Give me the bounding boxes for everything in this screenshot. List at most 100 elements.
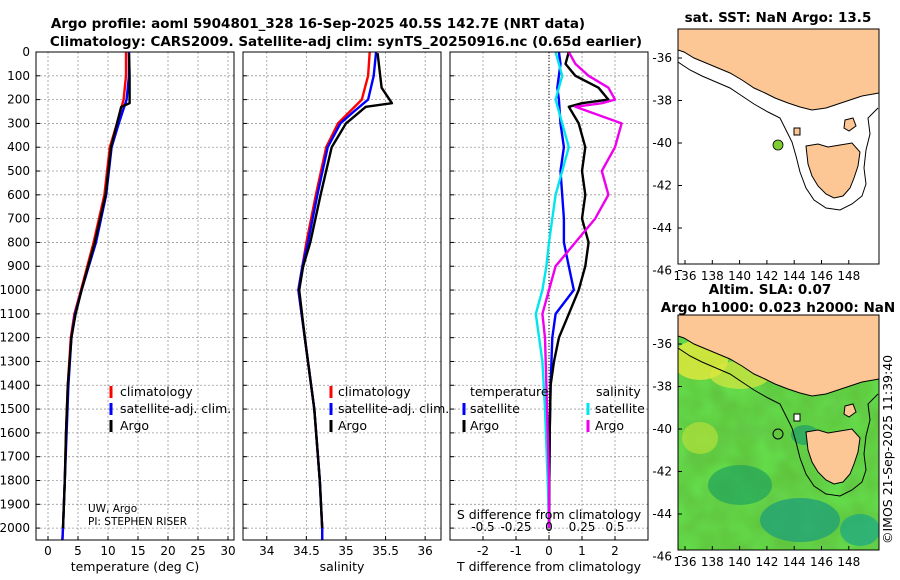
legend-label-satellite: satellite-adj. clim. xyxy=(120,401,231,416)
depth-tick-label: 700 xyxy=(7,212,30,226)
lon-tick-label: 146 xyxy=(810,269,833,283)
flinders-island xyxy=(843,117,857,132)
legend-label-t-argo: Argo xyxy=(470,418,499,433)
lon-tick-label: 144 xyxy=(783,269,806,283)
legend-label-argo: Argo xyxy=(338,418,367,433)
temperature-panel-frame xyxy=(35,51,235,541)
depth-tick-label: 300 xyxy=(7,116,30,130)
legend-label-satellite: satellite-adj. clim. xyxy=(338,401,449,416)
lat-tick-label: -42 xyxy=(652,179,672,193)
depth-tick-label: 1000 xyxy=(0,283,30,297)
x-tick-label: 0 xyxy=(545,544,553,558)
series-line-argo xyxy=(61,53,131,529)
sla-map-ticks: -36 -38 -40 -42 -44 -46 136 138 140 142 144 146 148 xyxy=(652,337,860,569)
mainland-australia xyxy=(678,315,879,397)
x-tick-label: 25 xyxy=(190,544,205,558)
depth-tick-label: 1300 xyxy=(0,354,30,368)
sla-map-frame xyxy=(677,314,880,551)
lat-tick-label: -44 xyxy=(652,221,672,235)
depth-tick-label: 400 xyxy=(7,140,30,154)
s-tick-label: -0.25 xyxy=(500,520,531,534)
depth-tick-label: 2000 xyxy=(0,521,30,535)
credit-line2: PI: STEPHEN RISER xyxy=(88,516,187,528)
lon-tick-label: 136 xyxy=(674,269,697,283)
sla-anomaly-high xyxy=(682,422,718,454)
x-tick-label: 5 xyxy=(74,544,82,558)
credit-line1: UW, Argo xyxy=(88,503,137,515)
difference-profile-panel: -2 -1 0 1 2 -0.5 -0.25 0 0.25 0.5 xyxy=(449,51,649,558)
lon-tick-label: 136 xyxy=(674,555,697,569)
t-difference-xlabel: T difference from climatology xyxy=(456,559,642,574)
lon-tick-label: 146 xyxy=(810,555,833,569)
mainland-australia xyxy=(678,29,879,111)
depth-tick-label: 1600 xyxy=(0,426,30,440)
lon-tick-label: 144 xyxy=(783,555,806,569)
legend-label-t-satellite: satellite xyxy=(470,401,520,416)
salinity-xlabel: salinity xyxy=(320,559,365,574)
lon-tick-label: 142 xyxy=(755,555,778,569)
depth-tick-labels: 0 100 200 300 400 500 600 700 800 900 1000 1100 1200… xyxy=(0,45,30,535)
legend-title-salinity: salinity xyxy=(596,384,641,399)
shelf-contour xyxy=(678,61,879,211)
lon-tick-label: 138 xyxy=(701,269,724,283)
lat-tick-label: -36 xyxy=(652,337,672,351)
sst-map-frame xyxy=(677,28,880,265)
x-tick-label: 30 xyxy=(220,544,235,558)
x-tick-label: 10 xyxy=(100,544,115,558)
legend-label-s-satellite: satellite xyxy=(595,401,645,416)
lat-tick-label: -38 xyxy=(652,94,672,108)
lon-tick-label: 148 xyxy=(837,269,860,283)
temperature-legend: climatology satellite-adj. clim. Argo xyxy=(109,384,231,433)
tasmania xyxy=(805,428,861,485)
flinders-island xyxy=(843,403,857,418)
s-difference-xlabel: S difference from climatology xyxy=(457,507,642,522)
temperature-xlabel: temperature (deg C) xyxy=(71,559,200,574)
depth-tick-label: 0 xyxy=(22,45,30,59)
lon-tick-label: 138 xyxy=(701,555,724,569)
depth-tick-label: 1100 xyxy=(0,307,30,321)
legend-label-climatology: climatology xyxy=(120,384,193,399)
x-tick-label: 20 xyxy=(160,544,175,558)
depth-tick-label: 1200 xyxy=(0,331,30,345)
lon-tick-label: 140 xyxy=(728,269,751,283)
series-line-satellite-adj-clim- xyxy=(61,52,131,541)
x-tick-label: 1 xyxy=(578,544,586,558)
lon-tick-label: 148 xyxy=(837,555,860,569)
king-island xyxy=(793,413,801,422)
lat-tick-label: -42 xyxy=(652,465,672,479)
sst-map-ticks: -36 -38 -40 -42 -44 -46 136 138 140 142 144 146 148 xyxy=(652,51,860,283)
sla-anomaly-low xyxy=(760,498,840,542)
depth-tick-label: 800 xyxy=(7,235,30,249)
s-tick-label: 0.25 xyxy=(569,520,596,534)
s-tick-label: 0.5 xyxy=(605,520,624,534)
legend-label-s-argo: Argo xyxy=(595,418,624,433)
depth-tick-label: 1900 xyxy=(0,497,30,511)
lat-tick-label: -36 xyxy=(652,51,672,65)
series-line-salinity-argo xyxy=(541,51,623,529)
sst-map-title: sat. SST: NaN Argo: 13.5 xyxy=(685,10,872,26)
x-tick-label: 35 xyxy=(338,544,353,558)
x-tick-label: 36 xyxy=(418,544,433,558)
depth-tick-label: 1400 xyxy=(0,378,30,392)
depth-tick-label: 1700 xyxy=(0,450,30,464)
series-line-climatology xyxy=(297,51,371,540)
sla-map-title-line1: Altim. SLA: 0.07 xyxy=(709,282,831,298)
lon-tick-label: 142 xyxy=(755,269,778,283)
x-tick-label: 15 xyxy=(130,544,145,558)
lat-tick-label: -44 xyxy=(652,507,672,521)
difference-legend: temperature satellite Argo salinity sate… xyxy=(462,384,645,433)
x-tick-label: 34 xyxy=(259,544,274,558)
legend-label-argo: Argo xyxy=(120,418,149,433)
s-tick-label: 0 xyxy=(545,520,553,534)
lat-tick-label: -46 xyxy=(652,264,672,278)
figure-title-line1: Argo profile: aoml 5904801_328 16-Sep-20… xyxy=(51,16,585,32)
lat-tick-label: -46 xyxy=(652,550,672,564)
legend-title-temperature: temperature xyxy=(470,384,549,399)
series-line-argo xyxy=(298,53,394,529)
depth-tick-label: 1800 xyxy=(0,473,30,487)
argo-float-marker xyxy=(772,428,784,440)
series-line-salinity-satellite xyxy=(534,51,570,529)
lat-tick-label: -40 xyxy=(652,422,672,436)
sla-anomaly-low xyxy=(840,514,879,546)
